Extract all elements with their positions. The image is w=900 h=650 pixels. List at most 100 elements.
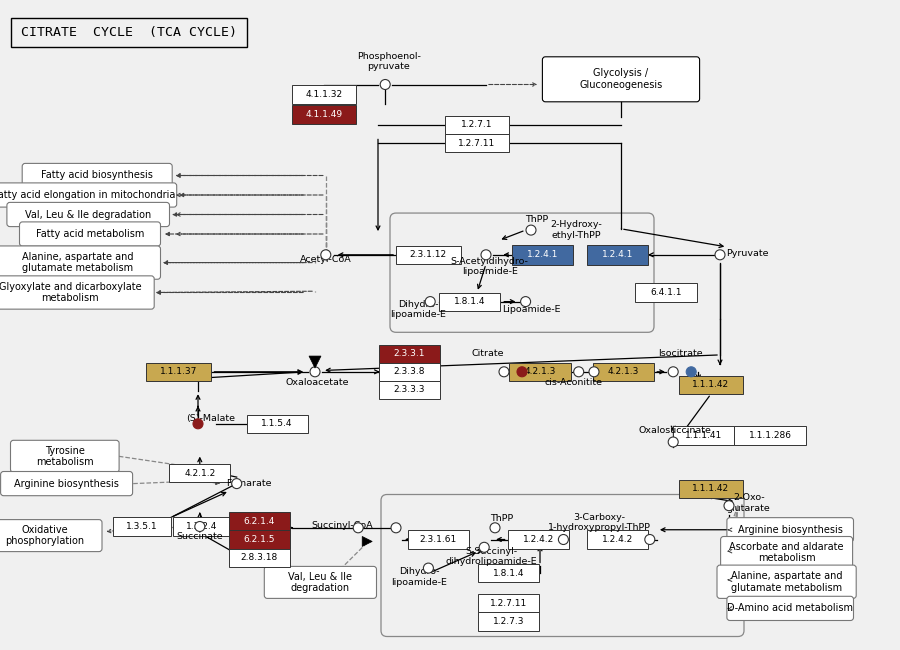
Circle shape <box>558 534 569 545</box>
Text: 2-Oxo-
glutarate: 2-Oxo- glutarate <box>727 493 770 513</box>
Text: 1.1.1.42: 1.1.1.42 <box>692 380 730 389</box>
Circle shape <box>310 367 320 377</box>
Bar <box>379 381 440 399</box>
Bar <box>478 564 539 582</box>
Text: 4.2.1.3: 4.2.1.3 <box>525 367 555 376</box>
Polygon shape <box>362 536 373 547</box>
Circle shape <box>425 296 436 307</box>
Text: Phosphoenol-
pyruvate: Phosphoenol- pyruvate <box>357 52 420 72</box>
Bar <box>478 612 539 630</box>
Bar <box>169 464 230 482</box>
Bar <box>635 283 697 302</box>
FancyBboxPatch shape <box>22 163 172 188</box>
Text: Dihydro-
lipoamide-E: Dihydro- lipoamide-E <box>391 300 446 319</box>
Text: 1.2.4.2: 1.2.4.2 <box>602 535 633 544</box>
Text: Fumarate: Fumarate <box>226 479 271 488</box>
Text: Fatty acid biosynthesis: Fatty acid biosynthesis <box>41 170 153 181</box>
Text: Fatty acid elongation in mitochondria: Fatty acid elongation in mitochondria <box>0 190 176 200</box>
Text: CITRATE  CYCLE  (TCA CYCLE): CITRATE CYCLE (TCA CYCLE) <box>21 26 237 39</box>
Circle shape <box>423 563 434 573</box>
Text: D-Amino acid metabolism: D-Amino acid metabolism <box>727 603 853 614</box>
Text: 6.2.1.4: 6.2.1.4 <box>244 517 274 526</box>
FancyBboxPatch shape <box>727 517 853 542</box>
Text: 2.8.3.18: 2.8.3.18 <box>240 553 278 562</box>
Text: Val, Leu & Ile degradation: Val, Leu & Ile degradation <box>25 209 151 220</box>
Text: Dihydro-
lipoamide-E: Dihydro- lipoamide-E <box>392 567 447 587</box>
Text: 4.1.1.32: 4.1.1.32 <box>305 90 343 99</box>
Bar <box>408 530 469 549</box>
Text: 1.3.2.4: 1.3.2.4 <box>186 522 217 531</box>
Bar <box>11 18 247 47</box>
Text: 1.1.1.286: 1.1.1.286 <box>749 431 792 440</box>
FancyBboxPatch shape <box>727 596 853 621</box>
Text: 1.8.1.4: 1.8.1.4 <box>493 569 524 578</box>
Circle shape <box>520 296 531 307</box>
FancyBboxPatch shape <box>20 222 160 246</box>
Text: Isocitrate: Isocitrate <box>658 349 703 358</box>
Text: Oxalosuccinate: Oxalosuccinate <box>639 426 711 435</box>
FancyBboxPatch shape <box>717 565 856 599</box>
Bar <box>396 246 461 264</box>
Text: 1.1.5.4: 1.1.5.4 <box>261 419 293 428</box>
Text: 2-Hydroxy-
ethyl-ThPP: 2-Hydroxy- ethyl-ThPP <box>550 220 602 240</box>
Circle shape <box>517 367 527 377</box>
FancyBboxPatch shape <box>265 566 376 599</box>
Circle shape <box>724 500 734 511</box>
FancyBboxPatch shape <box>0 246 160 280</box>
Circle shape <box>231 478 242 489</box>
Text: 4.1.1.49: 4.1.1.49 <box>305 110 343 119</box>
Text: ThPP: ThPP <box>491 514 514 523</box>
Text: 1.2.4.1: 1.2.4.1 <box>527 250 558 259</box>
Text: Acetyl-CoA: Acetyl-CoA <box>300 255 352 265</box>
Text: S-Succinyl-
dihydrolipoamide-E: S-Succinyl- dihydrolipoamide-E <box>446 547 537 566</box>
Bar <box>587 245 648 265</box>
Bar <box>445 134 509 152</box>
Circle shape <box>573 367 584 377</box>
Text: Oxidative
phosphorylation: Oxidative phosphorylation <box>5 525 85 547</box>
Circle shape <box>479 542 490 552</box>
Text: ThPP: ThPP <box>525 215 548 224</box>
Text: Pyruvate: Pyruvate <box>725 249 769 258</box>
FancyBboxPatch shape <box>721 536 852 569</box>
Circle shape <box>481 250 491 260</box>
FancyBboxPatch shape <box>0 519 102 552</box>
Text: 4.2.1.2: 4.2.1.2 <box>184 469 215 478</box>
Circle shape <box>353 523 364 533</box>
Bar <box>292 105 356 124</box>
Bar <box>509 363 571 381</box>
FancyBboxPatch shape <box>1 471 132 496</box>
Text: 6.2.1.5: 6.2.1.5 <box>243 535 275 544</box>
Text: Alanine, aspartate and
glutamate metabolism: Alanine, aspartate and glutamate metabol… <box>731 571 842 593</box>
Text: 2.3.1.12: 2.3.1.12 <box>410 250 447 259</box>
Bar <box>379 344 440 363</box>
Bar <box>146 363 211 381</box>
FancyBboxPatch shape <box>0 276 154 309</box>
Text: 1.1.1.42: 1.1.1.42 <box>692 484 730 493</box>
Bar <box>593 363 654 381</box>
FancyBboxPatch shape <box>0 183 176 207</box>
Text: 3-Carboxy-
1-hydroxypropyl-ThPP: 3-Carboxy- 1-hydroxypropyl-ThPP <box>548 513 651 532</box>
Bar <box>445 116 509 134</box>
Bar <box>292 84 356 104</box>
Bar <box>173 517 230 536</box>
Text: 2.3.3.8: 2.3.3.8 <box>394 367 425 376</box>
Bar <box>379 363 440 381</box>
Bar <box>439 292 500 311</box>
Text: 1.2.7.11: 1.2.7.11 <box>458 138 496 148</box>
Circle shape <box>193 419 203 429</box>
Text: 2.3.3.3: 2.3.3.3 <box>394 385 425 395</box>
Text: 6.4.1.1: 6.4.1.1 <box>650 288 682 297</box>
Bar <box>229 530 290 549</box>
Bar <box>512 245 573 265</box>
Text: S-Acetyldihydro-
lipoamide-E: S-Acetyldihydro- lipoamide-E <box>451 257 528 276</box>
Text: 2.3.1.61: 2.3.1.61 <box>419 535 457 544</box>
Text: 1.2.4.2: 1.2.4.2 <box>523 535 554 544</box>
Text: (S)-Malate: (S)-Malate <box>186 414 235 423</box>
Text: Glycolysis /
Gluconeogenesis: Glycolysis / Gluconeogenesis <box>580 68 662 90</box>
Text: Oxaloacetate: Oxaloacetate <box>285 378 348 387</box>
Circle shape <box>668 367 679 377</box>
Bar <box>508 530 569 549</box>
Bar <box>247 415 308 433</box>
Bar <box>679 376 743 394</box>
Text: Succinyl-CoA: Succinyl-CoA <box>311 521 373 530</box>
